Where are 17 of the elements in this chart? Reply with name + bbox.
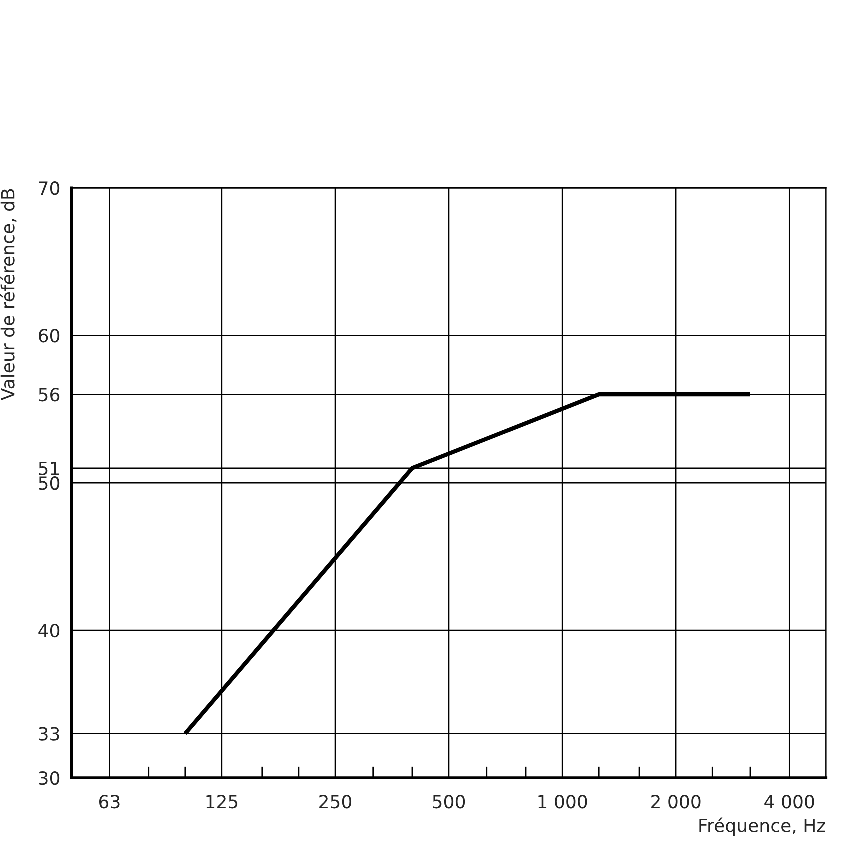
y-axis-title: Valeur de référence, dB — [0, 189, 17, 401]
x-tick-label: 125 — [206, 795, 238, 809]
y-tick-label: 33 — [39, 727, 60, 741]
x-tick-label: 250 — [320, 795, 352, 809]
y-tick-label: 56 — [39, 388, 60, 402]
y-tick-label: 51 — [39, 462, 60, 476]
x-tick-label: 500 — [433, 795, 466, 809]
x-tick-label: 2 000 — [652, 795, 701, 809]
x-tick-label: 1 000 — [538, 795, 588, 809]
y-tick-label: 70 — [39, 182, 60, 196]
y-tick-label: 60 — [39, 329, 60, 343]
x-axis-title: Fréquence, Hz — [700, 818, 826, 836]
y-tick-label: 30 — [39, 772, 60, 786]
x-tick-label: 4 000 — [764, 795, 814, 809]
y-tick-label: 50 — [39, 476, 60, 490]
x-tick-label: 63 — [100, 795, 120, 809]
y-tick-label: 40 — [38, 624, 60, 638]
